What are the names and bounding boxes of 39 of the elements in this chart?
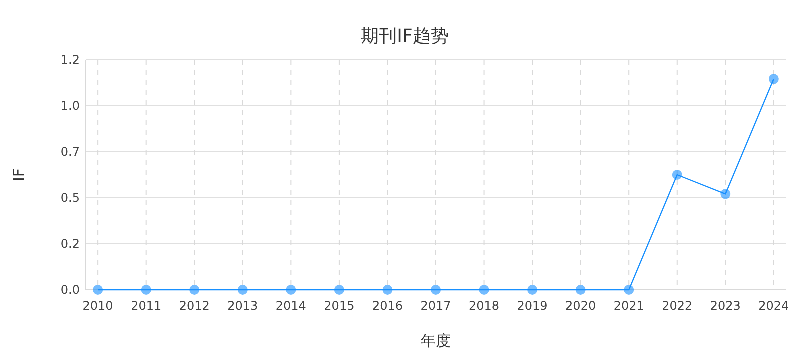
x-tick-label: 2015 (324, 299, 355, 313)
point (672, 170, 682, 180)
x-tick-label: 2011 (131, 299, 162, 313)
x-tick-label: 2023 (710, 299, 741, 313)
x-tick-label: 2021 (614, 299, 644, 313)
x-tick-label: 2018 (469, 299, 500, 313)
point (431, 285, 441, 295)
point (624, 285, 634, 295)
y-axis-title: IF (10, 168, 28, 182)
point (334, 285, 344, 295)
point (576, 285, 586, 295)
point (238, 285, 248, 295)
point (528, 285, 538, 295)
point (93, 285, 104, 295)
x-tick-label: 2012 (179, 299, 210, 313)
chart-title: 期刊IF趋势 (361, 26, 449, 47)
point (286, 285, 296, 295)
point (190, 285, 200, 295)
x-tick-label: 2013 (228, 299, 258, 313)
y-tick-label: 0.2 (60, 237, 80, 252)
point (768, 74, 779, 84)
point (141, 285, 152, 295)
y-tick-label: 0.7 (60, 145, 80, 160)
y-tick-label: 1.2 (60, 53, 80, 68)
y-tick-label: 1.0 (60, 99, 80, 114)
x-tick-label: 2017 (420, 299, 452, 313)
y-tick-label: 0.0 (60, 283, 80, 298)
point (479, 285, 490, 295)
point (720, 189, 731, 200)
point (382, 285, 393, 295)
x-tick-label: 2020 (566, 299, 596, 313)
x-tick-label: 2010 (82, 299, 114, 313)
x-tick-label: 2022 (662, 299, 693, 313)
x-tick-label: 2016 (372, 299, 403, 313)
x-tick-label: 2024 (758, 299, 790, 313)
x-axis-title: 年度 (421, 332, 451, 350)
x-tick-label: 2019 (517, 299, 548, 313)
y-tick-label: 0.5 (60, 191, 80, 206)
x-tick-label: 2014 (276, 299, 306, 313)
